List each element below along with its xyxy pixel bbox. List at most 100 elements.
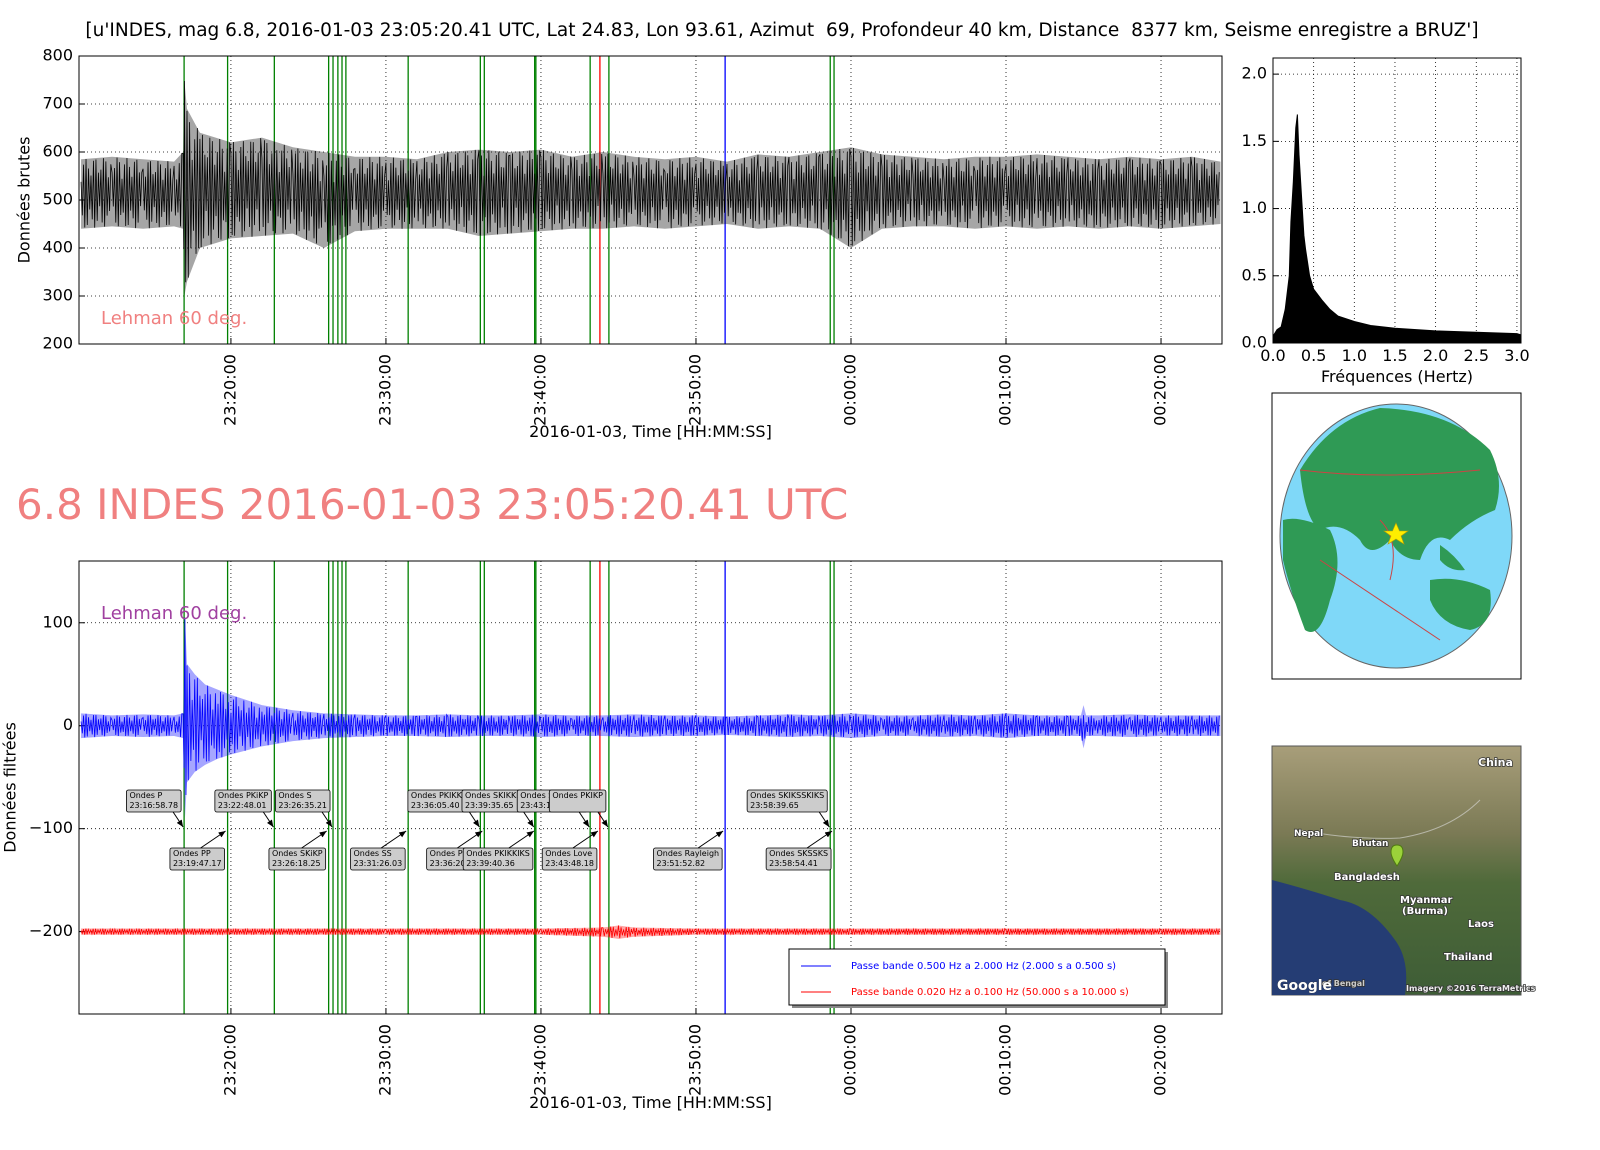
- chart-panel: 0.0 0.5 1.0 1.5 2.0 2.5 3.0 0.0 0.5 1.0 1.5 2.0 Fréq…: [1242, 57, 1530, 386]
- arrival-annotation: Ondes P23:16:58.78: [126, 789, 182, 813]
- arrival-time: 23:58:39.65: [750, 801, 799, 810]
- annotation: Lehman 60 deg.: [101, 603, 247, 624]
- arrival-name: Ondes SKIKKIKP: [465, 791, 529, 800]
- y-tick-label: 0.0: [1242, 333, 1267, 352]
- arrival-time: 23:43:10.41: [520, 801, 569, 810]
- x-tick-label: 00:00:00: [840, 354, 859, 426]
- annotation-arrow: [380, 830, 407, 849]
- annotation-arrow: [578, 811, 590, 828]
- arrival-name: Ondes PKiKP: [218, 791, 269, 800]
- y-tick-label: 400: [42, 238, 73, 257]
- x-tick-label: 23:50:00: [685, 354, 704, 426]
- arrival-name: Ondes S: [278, 791, 311, 800]
- x-tick-label: 23:50:00: [685, 1024, 704, 1096]
- map-label: Bangladesh: [1334, 872, 1400, 883]
- plot-content: [1273, 114, 1521, 343]
- annotation-box: [126, 789, 182, 813]
- legend-label: Passe bande 0.020 Hz a 0.100 Hz (50.000 …: [851, 987, 1129, 998]
- arrival-annotation: Ondes S23:26:35.21: [274, 789, 331, 813]
- x-tick-label: 23:20:00: [220, 354, 239, 426]
- annotation-box: [462, 847, 534, 871]
- annotation-arrow: [200, 830, 226, 849]
- annotation-arrow: [697, 830, 724, 849]
- annotation-box: [268, 847, 327, 871]
- y-tick-label: 1.0: [1242, 198, 1267, 217]
- x-tick-label: 00:00:00: [840, 1024, 859, 1096]
- chart-panel: 23:20:00 23:30:00 23:40:00 23:50:00 00:00:00…: [1, 560, 1223, 1112]
- x-tick-label: 23:20:00: [220, 1024, 239, 1096]
- y-tick-label: 500: [42, 190, 73, 209]
- y-tick-label: −200: [29, 921, 73, 940]
- map-label: (Burma): [1402, 906, 1448, 917]
- x-tick-label: 00:20:00: [1151, 354, 1170, 426]
- annotation: Lehman 60 deg.: [101, 308, 247, 329]
- y-axis-label: Données brutes: [15, 137, 34, 264]
- arrival-time: 23:19:47.17: [173, 859, 222, 868]
- y-tick-label: 200: [42, 334, 73, 353]
- x-tick-label: 23:40:00: [530, 354, 549, 426]
- x-tick-label: 2.0: [1423, 346, 1448, 365]
- annotation-arrow: [523, 811, 535, 828]
- annotation-arrow: [806, 830, 833, 849]
- arrival-time: 23:39:35.65: [465, 801, 514, 810]
- arrival-time: 23:39:40.36: [466, 859, 515, 868]
- arrival-time: 23:16:58.78: [129, 801, 178, 810]
- plot-area: [79, 561, 1222, 1014]
- x-tick-label: 23:30:00: [375, 354, 394, 426]
- annotation-box: [653, 847, 723, 871]
- chart-panel: 23:20:00 23:30:00 23:40:00 23:50:00 00:00:00…: [15, 46, 1223, 441]
- map-label: Google: [1277, 978, 1332, 994]
- annotation-arrow: [818, 811, 830, 828]
- arrival-name: Ondes PKIKP: [552, 791, 603, 800]
- x-tick-label: 23:40:00: [530, 1024, 549, 1096]
- plot-frame: [1272, 57, 1522, 344]
- annotation-arrow: [597, 811, 609, 828]
- annotation-arrow: [572, 830, 599, 849]
- trace-line: [80, 81, 1220, 283]
- arrival-name: Ondes Love: [545, 849, 592, 858]
- arrival-time: 23:36:20.73: [430, 859, 479, 868]
- y-tick-label: 1.5: [1242, 131, 1267, 150]
- annotation-arrow: [457, 830, 483, 849]
- arrival-time: 23:22:48.01: [218, 801, 267, 810]
- plot-content: [80, 561, 1221, 1014]
- map-label: Myanmar: [1400, 895, 1453, 906]
- arrival-name: Ondes SKIKSSKIKS: [750, 791, 824, 800]
- x-tick-label: 1.0: [1342, 346, 1367, 365]
- arrival-name: Ondes PP: [173, 849, 211, 858]
- x-tick-label: 00:20:00: [1151, 1024, 1170, 1096]
- annotation-arrow: [172, 811, 184, 828]
- legend-box: [788, 948, 1166, 1006]
- map-label: Nepal: [1294, 829, 1323, 839]
- annotation-box: [548, 789, 607, 813]
- x-tick-label: 0.0: [1260, 346, 1285, 365]
- plot-frame: [78, 55, 1223, 345]
- x-axis-label: 2016-01-03, Time [HH:MM:SS]: [529, 1093, 772, 1112]
- arrival-time: 23:31:26.03: [354, 859, 403, 868]
- arrival-name: Ondes SKSSKS: [769, 849, 828, 858]
- arrival-time: 23:51:52.82: [656, 859, 705, 868]
- arrival-name: Ondes SS: [354, 849, 392, 858]
- spectrum-area: [1273, 114, 1521, 343]
- arrival-name: Ondes SKiKP: [272, 849, 323, 858]
- arrival-name: Ondes P: [129, 791, 162, 800]
- plot-frame: [78, 560, 1223, 1015]
- trace-line: [80, 617, 1220, 795]
- map-label: China: [1478, 756, 1513, 769]
- trace-line: [80, 925, 1220, 939]
- y-tick-label: 2.0: [1242, 64, 1267, 83]
- y-tick-label: 300: [42, 286, 73, 305]
- x-tick-label: 0.5: [1301, 346, 1326, 365]
- annotation-arrow: [468, 811, 480, 828]
- plot-content: [80, 56, 1221, 344]
- annotation-box: [541, 847, 598, 871]
- map-label: Thailand: [1444, 952, 1493, 963]
